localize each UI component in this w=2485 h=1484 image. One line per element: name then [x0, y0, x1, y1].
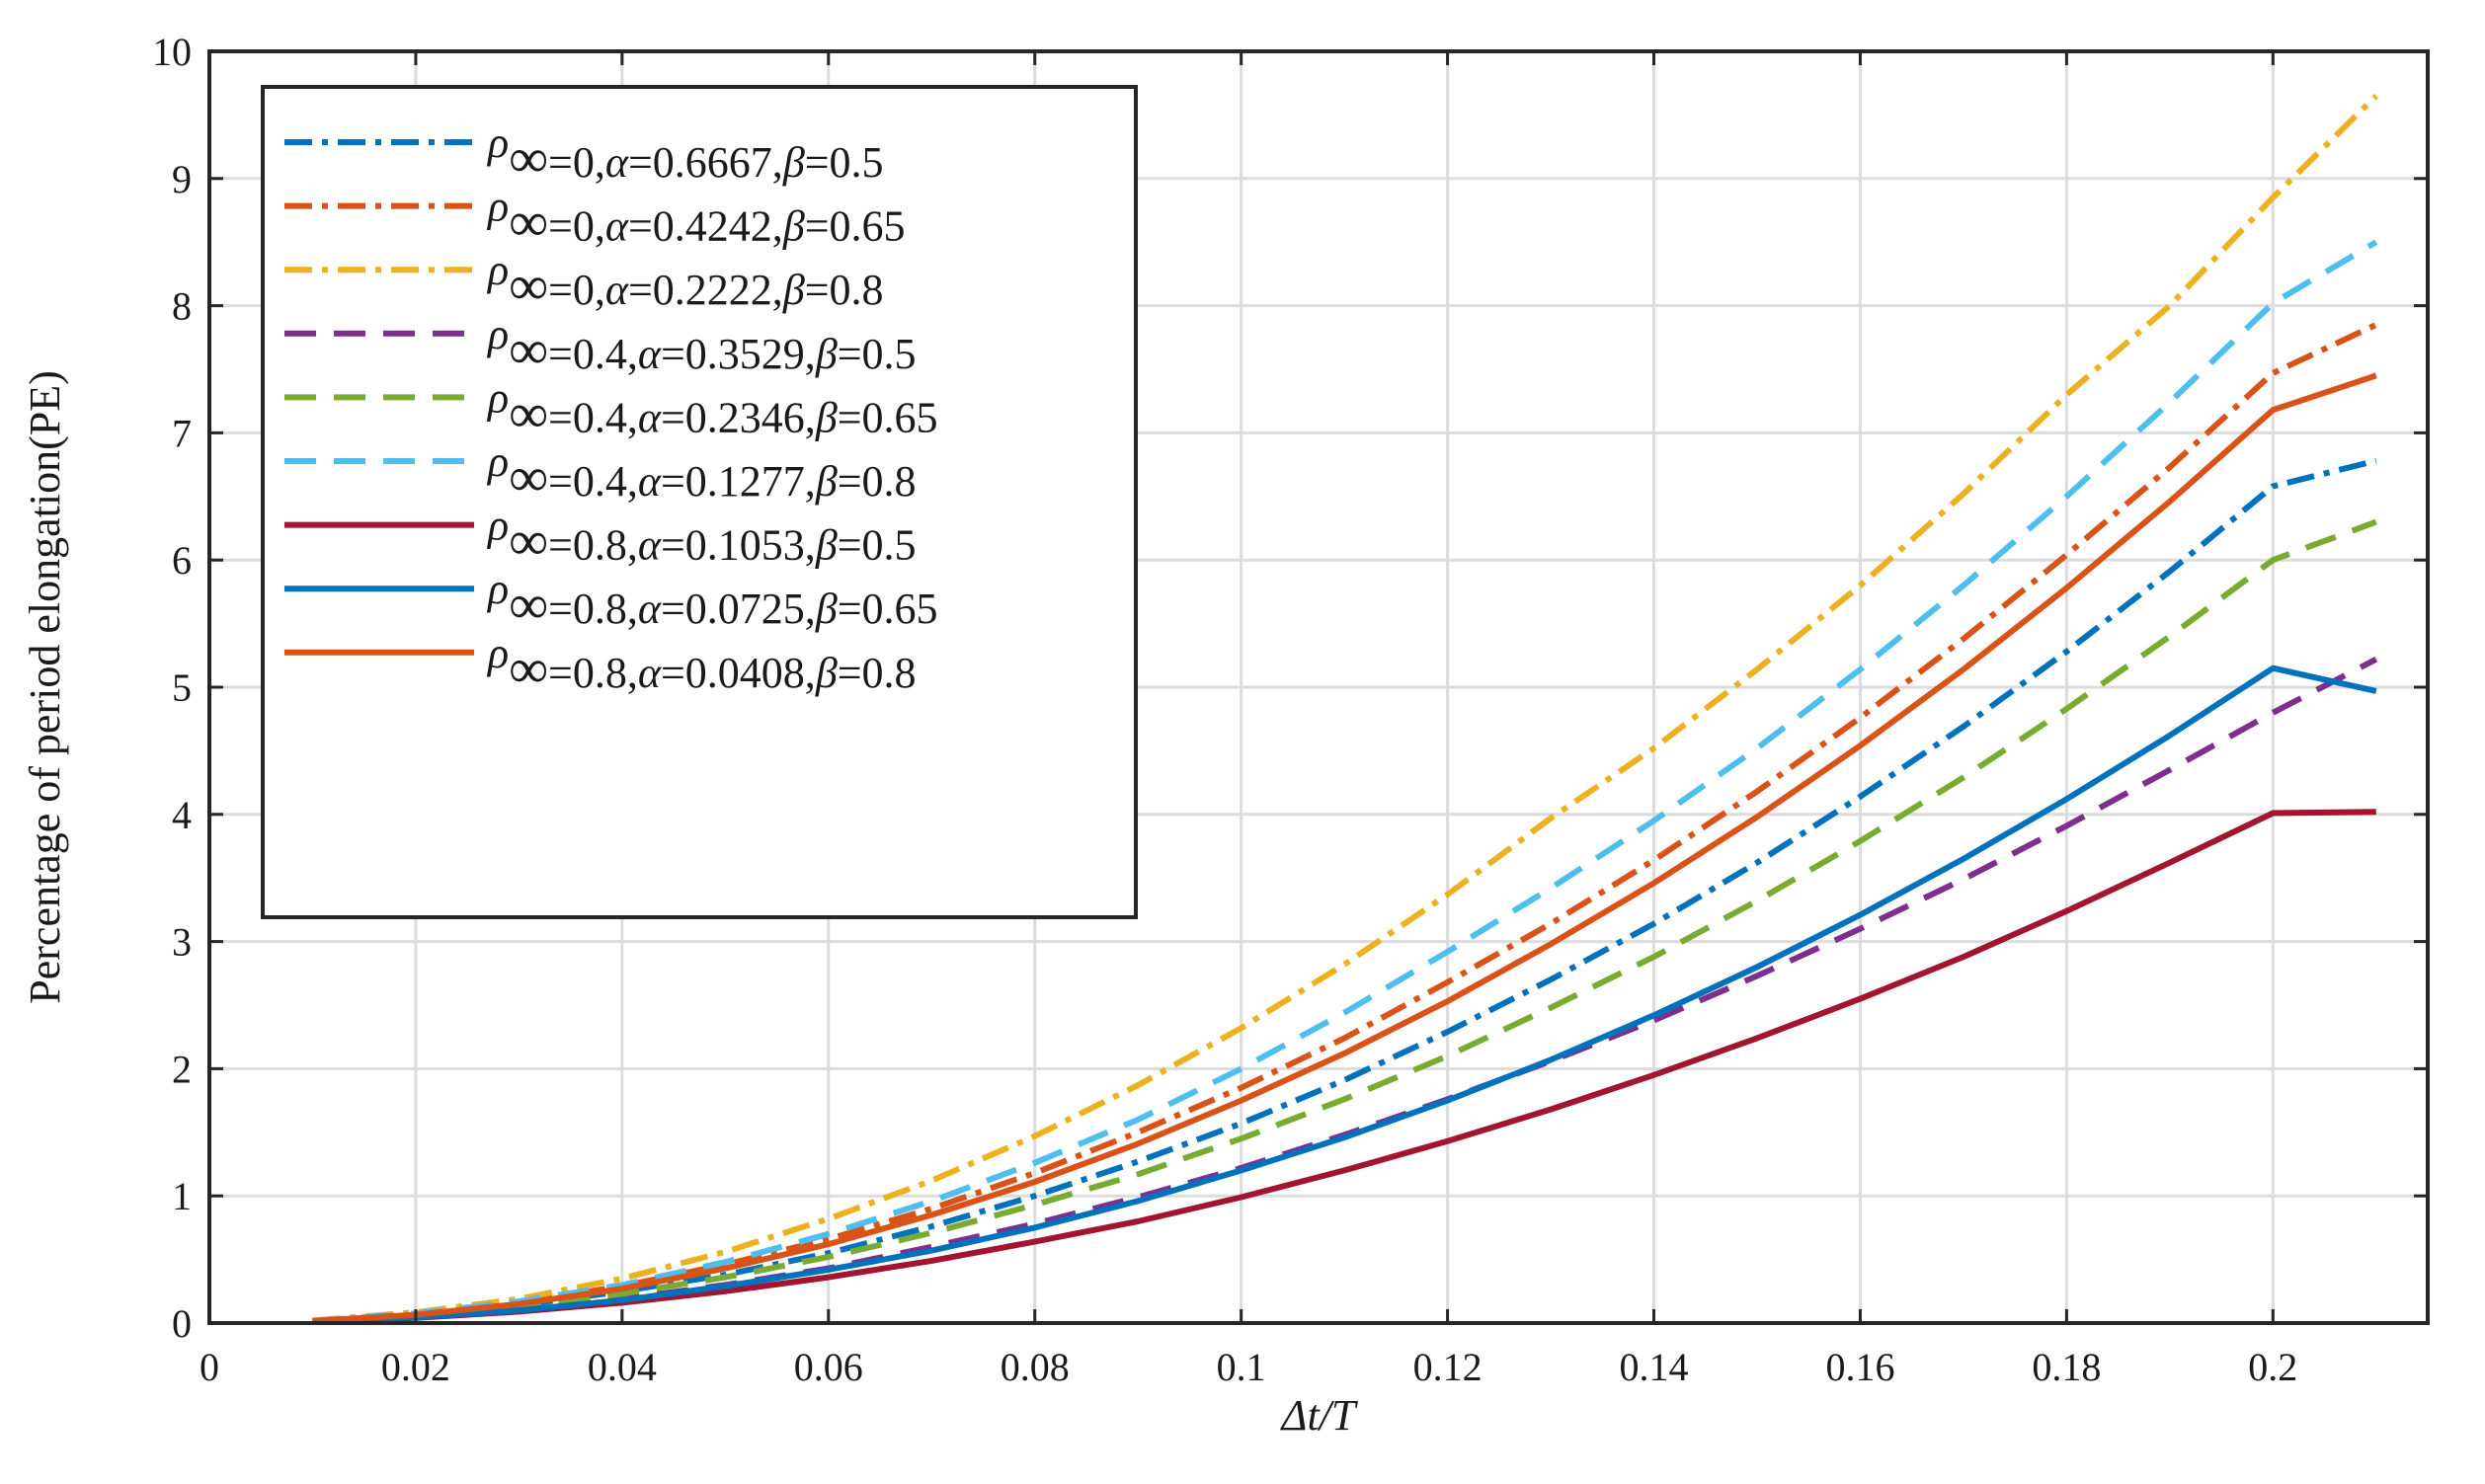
legend-label-9: ρ∞=0.8,α=0.0408,β=0.8 — [486, 629, 917, 700]
y-tick-label: 9 — [172, 157, 192, 201]
legend-label-4: ρ∞=0.4,α=0.3529,β=0.5 — [486, 310, 917, 381]
y-tick-label: 1 — [172, 1174, 192, 1218]
x-axis-label: Δt/T — [1280, 1391, 1359, 1440]
legend-label-1: ρ∞=0,α=0.6667,β=0.5 — [486, 118, 884, 190]
y-tick-label: 6 — [172, 538, 192, 583]
series-line-6 — [312, 239, 2378, 1324]
legend-label-7: ρ∞=0.8,α=0.1053,β=0.5 — [486, 502, 917, 573]
x-tick-label: 0.02 — [381, 1345, 450, 1389]
legend-label-3: ρ∞=0,α=0.2222,β=0.8 — [486, 246, 884, 317]
x-tick-label: 0.1 — [1217, 1345, 1266, 1389]
x-tick-label: 0.2 — [2248, 1345, 2297, 1389]
x-tick-label: 0 — [200, 1345, 219, 1389]
legend-label-5: ρ∞=0.4,α=0.2346,β=0.65 — [486, 373, 938, 444]
series-line-5 — [312, 518, 2377, 1325]
x-tick-label: 0.06 — [794, 1345, 863, 1389]
series-line-9 — [312, 372, 2377, 1324]
legend-label-6: ρ∞=0.4,α=0.1277,β=0.8 — [486, 437, 917, 508]
y-tick-label: 2 — [172, 1047, 192, 1091]
y-tick-label: 10 — [152, 30, 192, 74]
y-tick-label: 4 — [172, 793, 192, 837]
x-tick-label: 0.12 — [1413, 1345, 1483, 1389]
series-line-7 — [312, 809, 2376, 1325]
series-line-3 — [312, 93, 2378, 1324]
series-line-8 — [312, 664, 2377, 1325]
legend-label-2: ρ∞=0,α=0.4242,β=0.65 — [486, 183, 906, 254]
y-tick-label: 3 — [172, 920, 192, 965]
x-tick-label: 0.08 — [1001, 1345, 1070, 1389]
legend-box — [261, 85, 1138, 919]
x-tick-label: 0.18 — [2032, 1345, 2101, 1389]
y-tick-label: 7 — [172, 411, 192, 455]
y-axis-label: Percentage of period elongation(PE) — [21, 370, 69, 1003]
x-tick-label: 0.14 — [1620, 1345, 1689, 1389]
x-tick-label: 0.04 — [588, 1345, 657, 1389]
plot-series — [312, 93, 2378, 1325]
x-tick-label: 0.16 — [1825, 1345, 1894, 1389]
legend: ρ∞=0,α=0.6667,β=0.5ρ∞=0,α=0.4242,β=0.65ρ… — [261, 85, 1138, 919]
y-tick-label: 0 — [172, 1301, 192, 1346]
y-tick-label: 8 — [172, 284, 192, 329]
y-tick-label: 5 — [172, 665, 192, 710]
ticks: 0 0.02 0.04 0.06 0.08 0.1 0.12 0.14 0.16 0.18 0.2 0… — [152, 30, 2428, 1389]
legend-label-8: ρ∞=0.8,α=0.0725,β=0.65 — [486, 565, 938, 636]
